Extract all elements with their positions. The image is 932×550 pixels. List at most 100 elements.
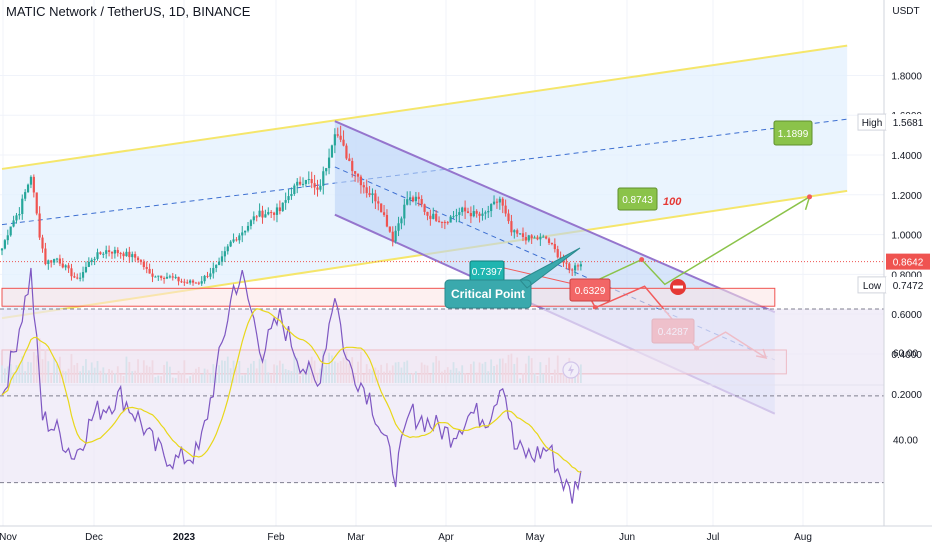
candle bbox=[385, 209, 389, 228]
svg-text:1.5681: 1.5681 bbox=[893, 118, 924, 129]
candle bbox=[215, 264, 218, 273]
candle bbox=[354, 170, 357, 182]
candle bbox=[403, 198, 406, 226]
candle bbox=[165, 272, 169, 280]
candle bbox=[319, 179, 322, 192]
candle bbox=[539, 233, 542, 246]
rsi-tick: 40.00 bbox=[893, 435, 918, 446]
candle bbox=[246, 221, 250, 233]
candle bbox=[478, 211, 481, 223]
price-tick: 1.4000 bbox=[891, 151, 922, 162]
time-tick: Mar bbox=[347, 532, 365, 543]
candle bbox=[469, 206, 472, 224]
candle bbox=[217, 257, 221, 266]
candle bbox=[90, 257, 93, 266]
candle bbox=[437, 216, 441, 223]
candle bbox=[21, 194, 24, 220]
candle bbox=[530, 234, 533, 244]
candle bbox=[73, 272, 76, 279]
candle bbox=[194, 281, 198, 284]
critical-point-text: Critical Point bbox=[451, 287, 525, 301]
candles bbox=[0, 125, 582, 286]
candle bbox=[107, 245, 111, 257]
candle bbox=[400, 216, 403, 230]
candle bbox=[579, 260, 582, 271]
candle bbox=[299, 176, 302, 186]
candle bbox=[162, 276, 166, 284]
candle bbox=[87, 257, 90, 268]
candle bbox=[342, 130, 345, 147]
no-entry-icon bbox=[670, 279, 686, 295]
target-up-label-text: 1.1899 bbox=[778, 129, 809, 140]
time-axis: Nov Dec 2023 Feb Mar Apr May Jun Jul Aug bbox=[0, 525, 932, 543]
down-first-label-text: 0.6329 bbox=[575, 286, 606, 297]
candle bbox=[278, 200, 281, 215]
candle bbox=[550, 242, 554, 246]
candle bbox=[368, 186, 371, 198]
candle bbox=[76, 273, 79, 280]
candle bbox=[229, 240, 232, 248]
candle bbox=[258, 203, 261, 218]
candle bbox=[171, 272, 174, 281]
candle bbox=[122, 251, 125, 261]
time-tick: Jun bbox=[619, 532, 635, 543]
svg-text:Low: Low bbox=[863, 281, 882, 292]
candle bbox=[336, 127, 339, 138]
candle bbox=[125, 248, 128, 257]
ascending-channel-upper bbox=[1, 44, 848, 170]
price-tick: 0.8000 bbox=[891, 270, 922, 281]
candle bbox=[134, 251, 137, 262]
candle bbox=[411, 195, 415, 203]
candle bbox=[67, 262, 70, 273]
projection-point bbox=[639, 257, 645, 263]
price-tick: 1.2000 bbox=[891, 191, 922, 202]
candle bbox=[304, 179, 308, 187]
candle bbox=[15, 212, 18, 224]
candle bbox=[440, 221, 444, 229]
mid-up-label-text: 0.8743 bbox=[622, 195, 653, 206]
candle bbox=[495, 198, 499, 209]
candle bbox=[232, 233, 235, 244]
candle bbox=[287, 189, 290, 204]
candle bbox=[527, 234, 530, 243]
candle bbox=[235, 237, 238, 242]
candle bbox=[275, 203, 279, 223]
candle bbox=[513, 229, 516, 239]
candle bbox=[394, 225, 397, 244]
candle bbox=[6, 229, 9, 245]
candle bbox=[102, 251, 105, 259]
candle bbox=[110, 251, 114, 259]
candle bbox=[113, 246, 116, 259]
candle bbox=[490, 203, 493, 218]
hundred-icon: 100 bbox=[663, 196, 682, 208]
critical-value-label: 0.7397 bbox=[469, 260, 505, 282]
candle bbox=[29, 175, 33, 189]
candle bbox=[50, 259, 53, 268]
candle bbox=[238, 233, 241, 244]
candle bbox=[565, 257, 568, 270]
candle bbox=[330, 144, 334, 158]
bullish-projection-path bbox=[583, 196, 810, 288]
candle bbox=[197, 281, 200, 286]
descending-channel-upper bbox=[334, 120, 776, 314]
candle bbox=[183, 278, 186, 286]
candle bbox=[41, 234, 44, 253]
price-tick: 1.0000 bbox=[891, 231, 922, 242]
candle bbox=[510, 214, 513, 236]
price-tick: 0.2000 bbox=[891, 390, 922, 401]
candle bbox=[568, 262, 571, 274]
candle bbox=[420, 195, 423, 208]
candle bbox=[426, 211, 429, 221]
candle bbox=[545, 235, 548, 240]
candle bbox=[301, 177, 305, 188]
candle bbox=[160, 275, 163, 281]
candle bbox=[382, 205, 386, 217]
critical-value-label-text: 0.7397 bbox=[472, 267, 503, 278]
down-first-label: 0.6329 bbox=[569, 278, 611, 302]
candle bbox=[32, 174, 35, 198]
candle bbox=[481, 208, 484, 221]
candle bbox=[3, 239, 6, 250]
candle bbox=[174, 274, 177, 280]
candle bbox=[241, 226, 244, 243]
